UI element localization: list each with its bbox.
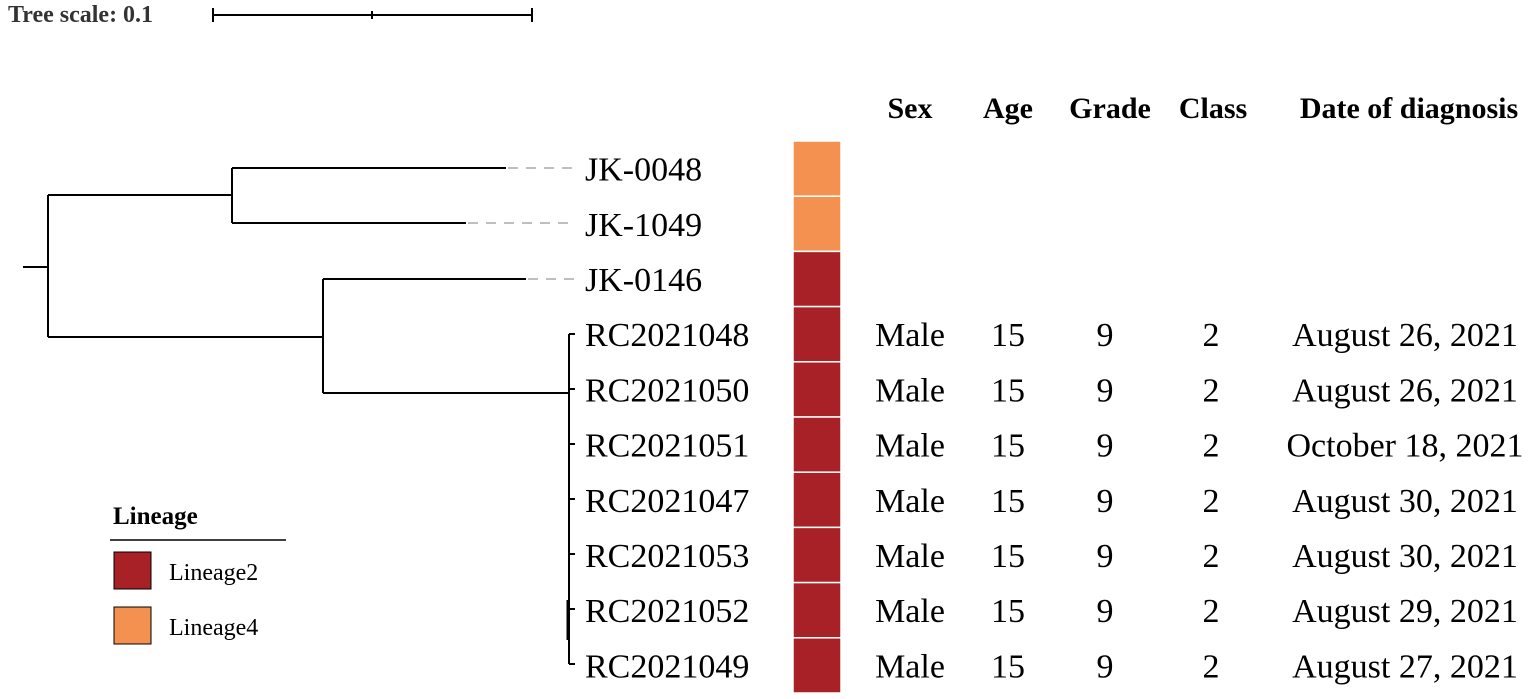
cell-class: 2 xyxy=(1203,648,1220,685)
legend-label-lineage2: Lineage2 xyxy=(169,560,258,586)
legend: Lineage Lineage2 Lineage4 xyxy=(110,503,286,645)
cell-date: August 27, 2021 xyxy=(1292,648,1518,685)
lineage-cell xyxy=(792,526,842,584)
cell-class: 2 xyxy=(1203,372,1220,409)
leaf-label: RC2021052 xyxy=(585,593,749,630)
lineage-cell xyxy=(792,195,842,253)
lineage-cell xyxy=(792,416,842,473)
header-sex: Sex xyxy=(888,92,933,125)
header-date-of-diagnosis: Date of diagnosis xyxy=(1300,92,1518,125)
legend-swatch-lineage2 xyxy=(113,551,152,590)
leaf-label: JK-1049 xyxy=(585,207,702,244)
cell-grade: 9 xyxy=(1097,428,1114,465)
leaf-label: RC2021050 xyxy=(585,372,749,409)
lineage-cell xyxy=(792,305,842,363)
cell-date: August 30, 2021 xyxy=(1292,538,1518,575)
cell-sex: Male xyxy=(875,593,945,630)
cell-grade: 9 xyxy=(1097,317,1114,354)
lineage-cell xyxy=(792,471,842,529)
tree-scale-bar xyxy=(212,8,533,22)
cell-age: 15 xyxy=(991,428,1025,465)
leaf-label: RC2021048 xyxy=(585,317,749,354)
lineage-cell xyxy=(792,361,842,418)
cell-sex: Male xyxy=(875,483,945,520)
cell-date: August 26, 2021 xyxy=(1292,372,1518,409)
cell-class: 2 xyxy=(1203,317,1220,354)
tree-scale-label: Tree scale: 0.1 xyxy=(8,2,153,28)
cell-sex: Male xyxy=(875,428,945,465)
header-class: Class xyxy=(1179,92,1247,125)
lineage-cell xyxy=(792,637,842,694)
cell-sex: Male xyxy=(875,372,945,409)
cell-age: 15 xyxy=(991,648,1025,685)
cell-class: 2 xyxy=(1203,538,1220,575)
cell-age: 15 xyxy=(991,372,1025,409)
cell-date: August 30, 2021 xyxy=(1292,483,1518,520)
lineage-cell xyxy=(792,250,842,308)
header-grade: Grade xyxy=(1069,92,1151,125)
legend-swatch-lineage4 xyxy=(113,606,152,645)
cell-sex: Male xyxy=(875,648,945,685)
cell-class: 2 xyxy=(1203,593,1220,630)
cell-date: August 26, 2021 xyxy=(1292,317,1518,354)
cell-sex: Male xyxy=(875,317,945,354)
leaf-rows: JK-0048 JK-1049 JK-0146 RC2021048 Male 15 9 2 Au… xyxy=(585,140,1524,694)
leaf-label: RC2021049 xyxy=(585,648,749,685)
cell-date: August 29, 2021 xyxy=(1292,593,1518,630)
lineage-cell xyxy=(792,140,842,197)
legend-label-lineage4: Lineage4 xyxy=(169,615,258,641)
cell-age: 15 xyxy=(991,317,1025,354)
leaf-label: JK-0146 xyxy=(585,262,702,299)
cell-sex: Male xyxy=(875,538,945,575)
leaf-label: JK-0048 xyxy=(585,152,702,189)
tree-branches xyxy=(23,167,575,665)
cell-grade: 9 xyxy=(1097,593,1114,630)
leaf-label: RC2021053 xyxy=(585,538,749,575)
cell-age: 15 xyxy=(991,593,1025,630)
cell-date: October 18, 2021 xyxy=(1286,428,1523,465)
header-age: Age xyxy=(983,92,1033,125)
cell-age: 15 xyxy=(991,538,1025,575)
cell-class: 2 xyxy=(1203,428,1220,465)
cell-age: 15 xyxy=(991,483,1025,520)
cell-grade: 9 xyxy=(1097,483,1114,520)
legend-title: Lineage xyxy=(113,503,198,530)
leaf-label: RC2021051 xyxy=(585,428,749,465)
leaf-dash-lines xyxy=(468,167,575,280)
cell-class: 2 xyxy=(1203,483,1220,520)
leaf-label: RC2021047 xyxy=(585,483,749,520)
cell-grade: 9 xyxy=(1097,538,1114,575)
cell-grade: 9 xyxy=(1097,372,1114,409)
cell-grade: 9 xyxy=(1097,648,1114,685)
lineage-cell xyxy=(792,581,842,639)
